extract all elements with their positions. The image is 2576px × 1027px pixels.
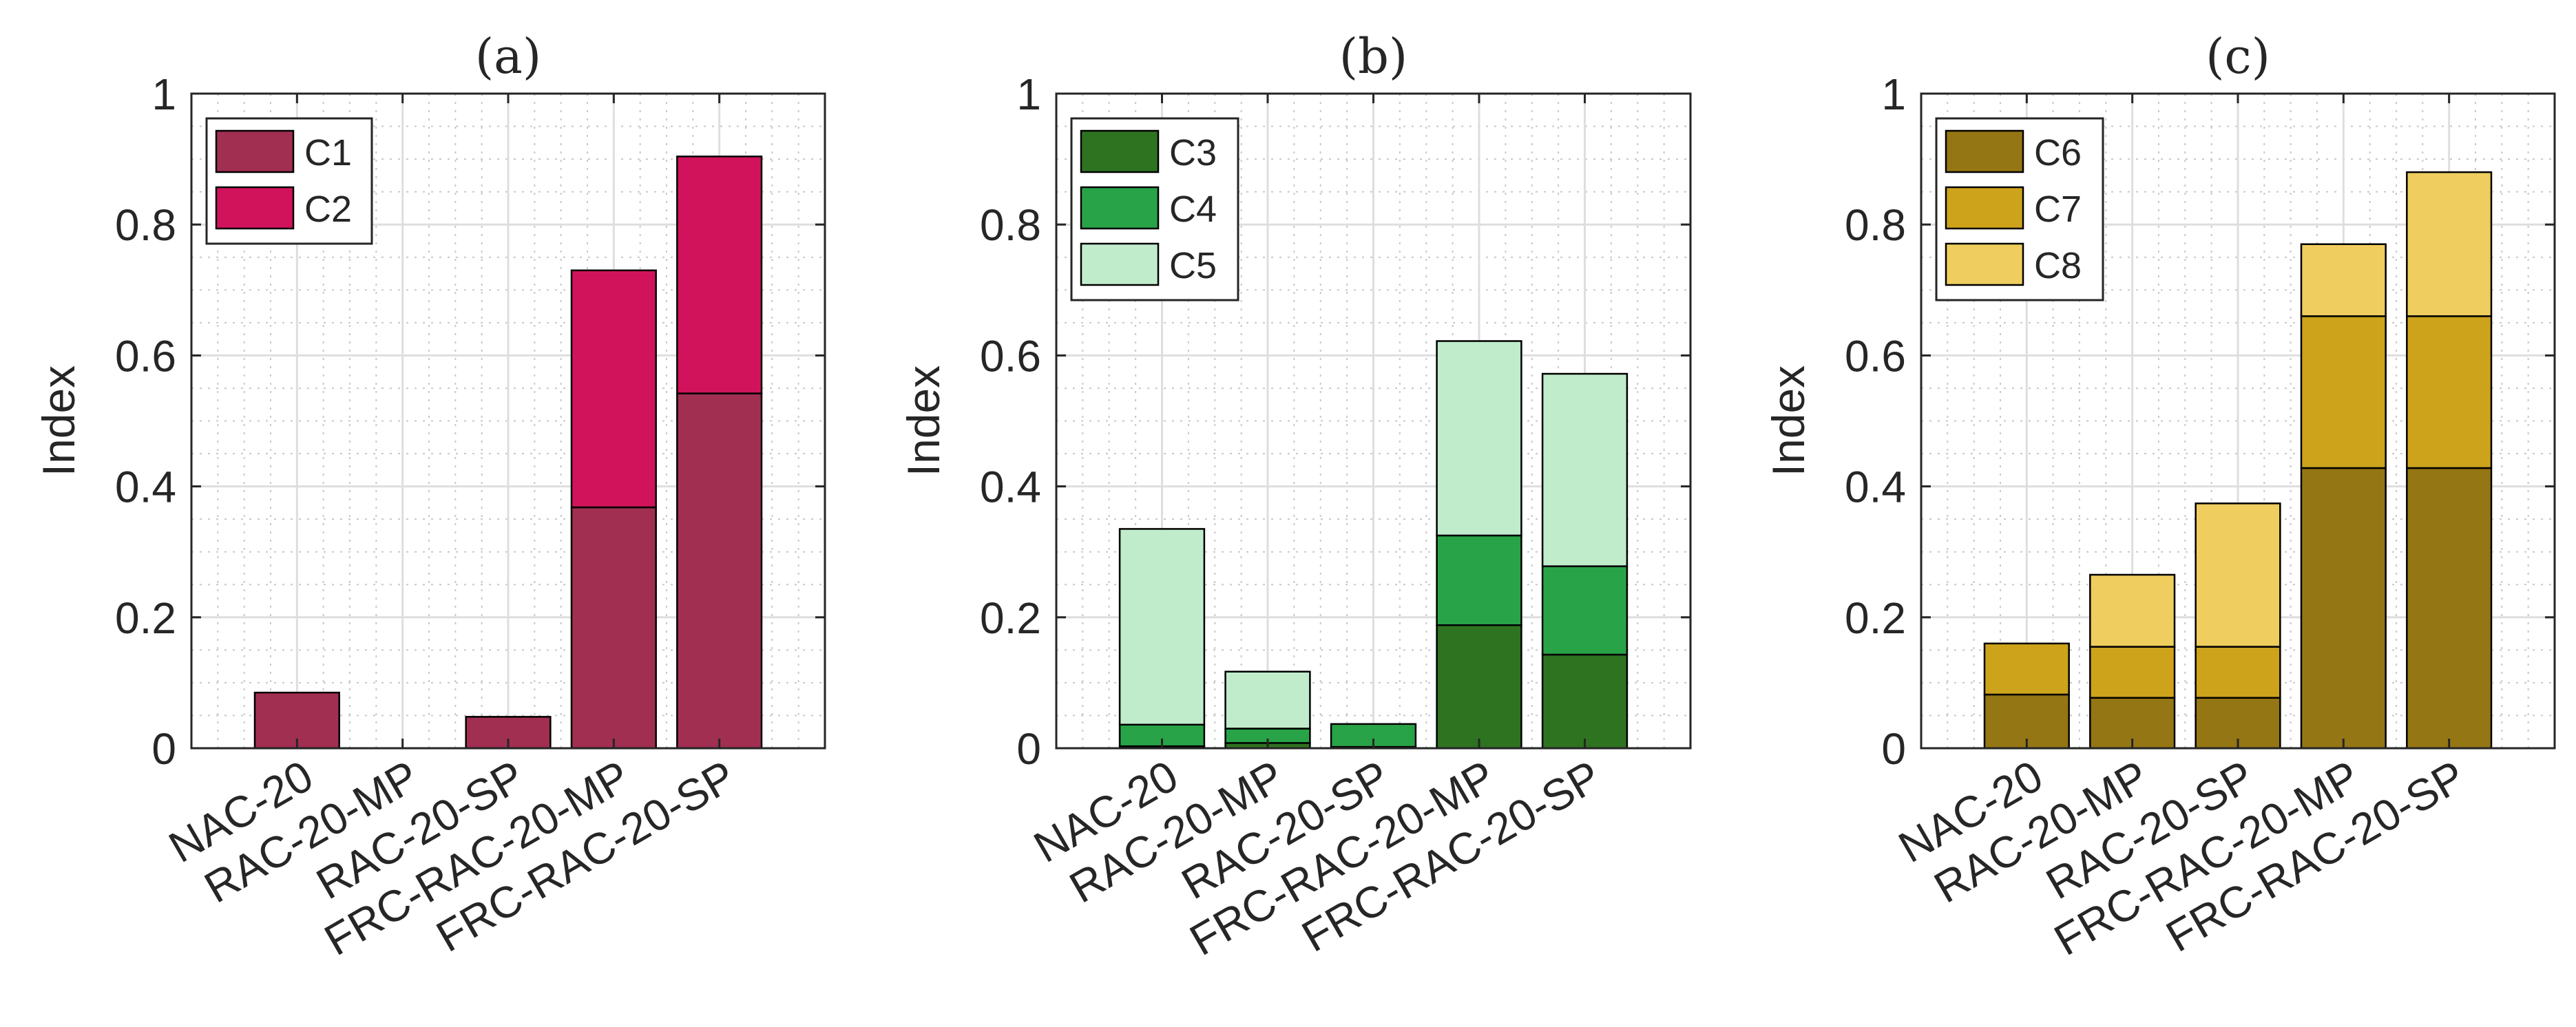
bar-c6-frc-rac-20-sp (2406, 467, 2493, 750)
bar-c6-frc-rac-20-mp (2300, 467, 2387, 750)
y-tick-label: 0.6 (1845, 331, 1906, 381)
legend: C6 C7 C8 (1935, 117, 2104, 301)
y-tick-label: 0 (151, 724, 176, 774)
chart-title: (a) (475, 28, 541, 85)
legend-label-c1: C1 (304, 132, 352, 173)
y-tick-label: 0.4 (1845, 463, 1906, 512)
legend-label-c2: C2 (304, 189, 352, 230)
y-tick-label: 0.2 (1845, 593, 1906, 643)
bar-c5-nac-20 (1118, 528, 1206, 726)
legend-swatch-c4 (1080, 186, 1160, 230)
bar-c5-frc-rac-20-mp (1436, 340, 1522, 537)
chart-panel-1: 00.20.40.60.81NAC-20RAC-20-MPRAC-20-SPFR… (33, 28, 826, 965)
bar-c1-frc-rac-20-mp (570, 506, 657, 750)
chart-panel-3: 00.20.40.60.81NAC-20RAC-20-MPRAC-20-SPFR… (1763, 28, 2556, 965)
legend-swatch-c8 (1945, 242, 2024, 286)
y-tick-label: 0.8 (1845, 200, 1906, 250)
y-tick-label: 0 (1881, 724, 1906, 774)
legend-swatch-c1 (215, 129, 295, 173)
bar-c3-frc-rac-20-sp (1541, 653, 1629, 750)
bar-c4-frc-rac-20-mp (1436, 534, 1522, 626)
bar-c2-frc-rac-20-mp (570, 269, 657, 509)
legend-swatch-c3 (1080, 129, 1160, 173)
bar-c8-frc-rac-20-mp (2300, 243, 2387, 317)
y-tick-label: 0.2 (115, 593, 176, 643)
legend-label-c8: C8 (2034, 245, 2082, 286)
legend-label-c4: C4 (1169, 189, 1217, 230)
legend-label-c3: C3 (1169, 132, 1217, 173)
bar-c7-frc-rac-20-mp (2300, 315, 2387, 469)
bar-c3-frc-rac-20-mp (1436, 624, 1522, 750)
legend-label-c6: C6 (2034, 132, 2082, 173)
y-tick-label: 0.6 (115, 331, 176, 381)
y-tick-label: 1 (151, 70, 176, 119)
y-tick-label: 1 (1881, 70, 1906, 119)
bar-group (1118, 340, 1629, 750)
legend-label-c7: C7 (2034, 189, 2082, 230)
bar-c7-rac-20-mp (2089, 646, 2176, 699)
y-tick-label: 0.8 (980, 200, 1041, 250)
bar-c7-rac-20-sp (2195, 646, 2281, 699)
chart-title: (c) (2206, 28, 2270, 85)
legend: C3 C4 C5 (1070, 117, 1239, 301)
y-tick-label: 0.2 (980, 593, 1041, 643)
y-tick-label: 1 (1016, 70, 1041, 119)
y-axis-label: Index (898, 366, 949, 476)
bar-c8-rac-20-sp (2195, 502, 2281, 648)
legend-swatch-c7 (1945, 186, 2024, 230)
y-tick-label: 0.6 (980, 331, 1041, 381)
bar-c5-frc-rac-20-sp (1541, 372, 1629, 567)
bar-c4-frc-rac-20-sp (1541, 565, 1629, 656)
y-tick-label: 0.4 (115, 463, 176, 512)
legend-swatch-c6 (1945, 129, 2024, 173)
bar-c1-frc-rac-20-sp (676, 392, 763, 750)
bar-c8-rac-20-mp (2089, 573, 2176, 648)
legend-label-c5: C5 (1169, 245, 1217, 286)
bar-c8-frc-rac-20-sp (2406, 171, 2493, 317)
bar-c7-frc-rac-20-sp (2406, 315, 2493, 469)
y-axis-label: Index (33, 366, 84, 476)
bar-c7-nac-20 (1983, 642, 2070, 696)
y-axis-label: Index (1763, 366, 1814, 476)
legend-swatch-c5 (1080, 242, 1160, 286)
legend-swatch-c2 (215, 186, 295, 230)
chart-title: (b) (1339, 28, 1407, 85)
chart-panel-2: 00.20.40.60.81NAC-20RAC-20-MPRAC-20-SPFR… (898, 28, 1692, 965)
bar-c5-rac-20-mp (1224, 670, 1311, 730)
bar-c2-frc-rac-20-sp (676, 156, 763, 394)
y-tick-label: 0 (1016, 724, 1041, 774)
y-tick-label: 0.8 (115, 200, 176, 250)
y-tick-label: 0.4 (980, 463, 1041, 512)
